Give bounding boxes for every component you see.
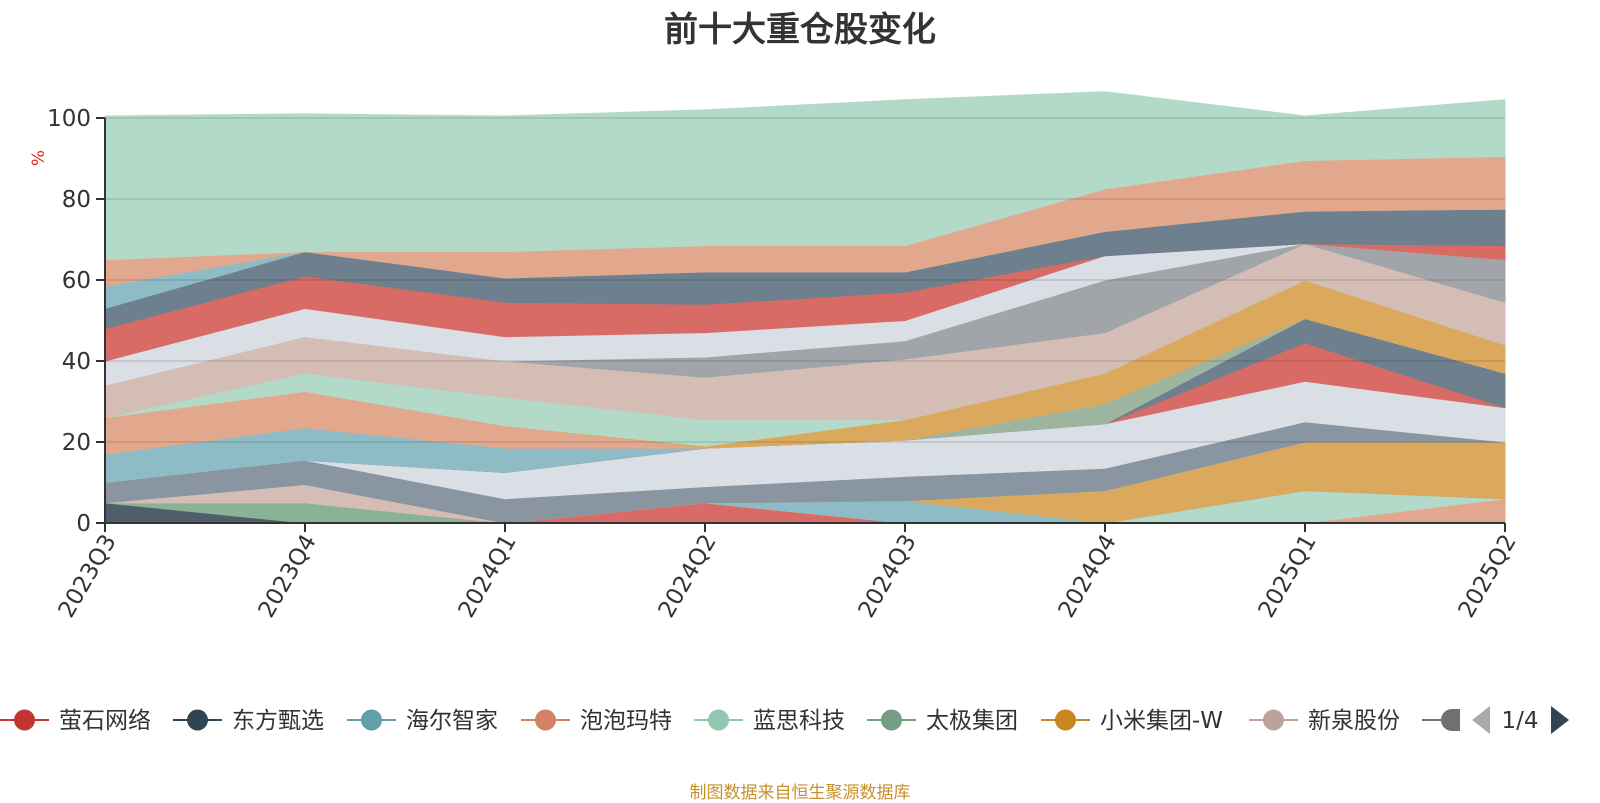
- y-tick-label: 20: [62, 430, 91, 456]
- y-axis-label: %: [29, 150, 49, 166]
- y-tick-label: 40: [62, 349, 91, 375]
- legend-swatch-dot: [881, 709, 902, 731]
- legend-item[interactable]: 新泉股份: [1249, 708, 1400, 734]
- legend-prev-page-icon[interactable]: [1472, 706, 1490, 734]
- legend-item[interactable]: 蓝思科技: [694, 708, 845, 734]
- legend-label: 东方甄选: [232, 708, 324, 734]
- legend-item[interactable]: 泡泡玛特: [521, 708, 672, 734]
- legend-swatch-dot: [361, 709, 382, 731]
- legend-item[interactable]: 东方甄选: [173, 708, 324, 734]
- legend-item[interactable]: 小米集团-W: [1041, 708, 1223, 734]
- grid-lines: [105, 117, 1505, 443]
- y-tick-label: 100: [47, 106, 91, 132]
- legend-swatch-dot: [1055, 709, 1076, 731]
- legend-swatch-dot: [1441, 709, 1460, 731]
- legend-label: 太极集团: [926, 708, 1018, 734]
- legend-swatch-dot: [535, 709, 556, 731]
- x-tick-labels: 2023Q3 2023Q4 2024Q1 2024Q2 2024Q3 2024Q4 2025…: [54, 530, 1522, 622]
- x-tick-label: 2023Q3: [54, 530, 122, 622]
- legend-label: 新泉股份: [1308, 708, 1400, 734]
- legend-label: 小米集团-W: [1100, 708, 1223, 734]
- x-tick-label: 2024Q2: [654, 530, 722, 622]
- legend-page-indicator: 1/4: [1501, 708, 1538, 734]
- legend-label: 蓝思科技: [753, 708, 845, 734]
- x-tick-label: 2023Q4: [254, 530, 322, 622]
- legend-swatch-dot: [187, 709, 208, 731]
- legend-item[interactable]: 太极集团: [867, 708, 1018, 734]
- y-tick-label: 60: [62, 268, 91, 294]
- legend-label: 泡泡玛特: [580, 708, 672, 734]
- legend-label: 萤石网络: [59, 708, 151, 734]
- y-tick-label: 80: [62, 187, 91, 213]
- x-tick-label: 2024Q4: [1054, 530, 1122, 622]
- x-tick-label: 2025Q1: [1254, 530, 1322, 622]
- legend-next-page-icon[interactable]: [1551, 706, 1569, 734]
- x-tick-label: 2024Q3: [854, 530, 922, 622]
- area-layers: [104, 91, 1506, 524]
- x-tick-label: 2024Q1: [454, 530, 522, 622]
- chart-title: 前十大重仓股变化: [664, 10, 936, 50]
- legend: 萤石网络 东方甄选 海尔智家 泡泡玛特 蓝思科技 太极集团 小米集团-W 新泉股份 1/4: [0, 706, 1569, 734]
- x-tick-label: 2025Q2: [1454, 530, 1522, 622]
- legend-item[interactable]: 萤石网络: [0, 708, 151, 734]
- y-tick-labels: 0 20 40 60 80 100: [47, 106, 91, 537]
- area-layer-25: [104, 91, 1506, 261]
- axes: [96, 117, 1506, 532]
- legend-swatch-dot: [14, 709, 35, 731]
- legend-item-partial[interactable]: [1422, 709, 1460, 731]
- legend-swatch-dot: [1263, 709, 1284, 731]
- legend-swatch-dot: [708, 709, 729, 731]
- y-tick-label: 0: [76, 511, 91, 537]
- legend-item[interactable]: 海尔智家: [347, 708, 498, 734]
- source-note: 制图数据来自恒生聚源数据库: [689, 783, 911, 803]
- legend-label: 海尔智家: [406, 708, 498, 734]
